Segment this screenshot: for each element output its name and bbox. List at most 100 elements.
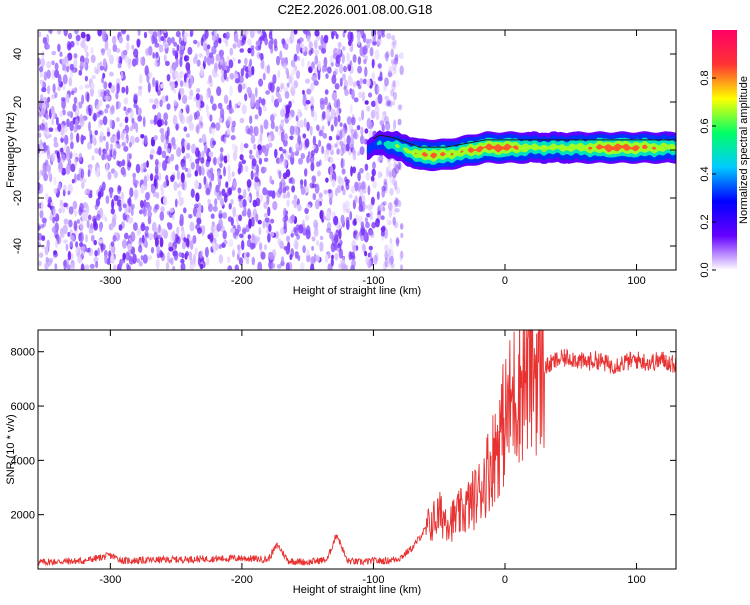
noise-cell (152, 31, 158, 40)
noise-cell (159, 211, 165, 221)
noise-cell (254, 181, 258, 190)
noise-cell (323, 34, 329, 44)
noise-cell (391, 41, 395, 48)
noise-cell (87, 214, 92, 221)
noise-cell (189, 89, 194, 98)
noise-cell (129, 126, 134, 132)
noise-cell (56, 30, 61, 35)
noise-cell (395, 238, 400, 244)
noise-cell (124, 232, 129, 240)
noise-cell (179, 71, 184, 78)
noise-cell (253, 143, 257, 150)
noise-cell (53, 141, 59, 148)
noise-cell (372, 180, 377, 189)
noise-cell (116, 55, 120, 64)
noise-cell (340, 214, 345, 225)
noise-cell (104, 216, 108, 222)
noise-cell (236, 39, 242, 48)
noise-cell (256, 236, 261, 243)
noise-cell (38, 182, 41, 191)
noise-cell (117, 62, 122, 69)
noise-cell (199, 250, 204, 259)
noise-cell (389, 187, 394, 196)
noise-cell (184, 167, 189, 173)
noise-cell (99, 135, 104, 143)
noise-cell (148, 233, 154, 241)
noise-cell (384, 244, 389, 252)
noise-cell (326, 211, 331, 220)
noise-cell (301, 45, 306, 54)
noise-cell (360, 126, 364, 136)
noise-cell (181, 180, 185, 190)
noise-cell (147, 254, 153, 261)
noise-cell (270, 218, 275, 224)
noise-cell (158, 44, 164, 53)
noise-cell (207, 234, 211, 240)
noise-cell (307, 151, 311, 158)
noise-cell (254, 87, 258, 98)
noise-cell (339, 129, 342, 141)
noise-cell (178, 36, 182, 45)
noise-cell (199, 121, 204, 127)
noise-cell (394, 79, 400, 88)
noise-cell (373, 254, 378, 265)
noise-cell (70, 163, 76, 173)
noise-cell (126, 34, 130, 42)
noise-cell (105, 195, 110, 205)
noise-cell (189, 75, 194, 86)
noise-cell (390, 89, 395, 97)
noise-cell (374, 49, 380, 60)
noise-cell (359, 78, 364, 85)
noise-cell (314, 222, 319, 231)
noise-cell (195, 163, 200, 173)
noise-cell (306, 155, 310, 164)
noise-cell (291, 185, 295, 193)
noise-cell (311, 175, 317, 184)
noise-cell (249, 58, 253, 67)
noise-cell (325, 254, 329, 264)
noise-cell (369, 210, 374, 221)
noise-cell (251, 234, 256, 242)
noise-cell (239, 233, 244, 239)
noise-cell (230, 227, 236, 234)
noise-cell (246, 239, 252, 248)
noise-cell (90, 82, 95, 90)
noise-cell (71, 178, 75, 184)
noise-cell (391, 35, 395, 41)
noise-cell (346, 63, 350, 71)
noise-cell (88, 107, 92, 117)
noise-cell (79, 219, 84, 231)
noise-cell (366, 78, 371, 87)
noise-cell (350, 251, 355, 259)
noise-cell (355, 245, 359, 251)
noise-cell (352, 147, 356, 155)
noise-cell (101, 76, 105, 84)
noise-cell (112, 35, 117, 45)
noise-cell (223, 94, 229, 105)
colorbar: 0.0 0.2 0.4 0.6 0.8 Normalized spectral ampli… (699, 30, 750, 278)
noise-cell (321, 125, 325, 131)
noise-cell (234, 78, 240, 84)
noise-cell (62, 74, 68, 85)
noise-cell (302, 245, 306, 254)
noise-cell (244, 57, 248, 66)
noise-cell (113, 150, 117, 157)
noise-cell (143, 207, 147, 217)
noise-cell (66, 65, 70, 73)
noise-cell (196, 88, 201, 93)
noise-cell (262, 72, 266, 81)
noise-cell (325, 73, 329, 79)
noise-cell (363, 58, 367, 65)
noise-cell (137, 89, 143, 96)
noise-cell (93, 112, 97, 122)
noise-cell (63, 134, 69, 145)
noise-cell (192, 235, 197, 244)
noise-cell (254, 114, 259, 120)
noise-cell (40, 200, 44, 211)
noise-cell (165, 95, 169, 102)
noise-cell (69, 240, 74, 248)
noise-cell (41, 235, 46, 242)
noise-cell (376, 37, 382, 47)
noise-cell (280, 83, 284, 90)
